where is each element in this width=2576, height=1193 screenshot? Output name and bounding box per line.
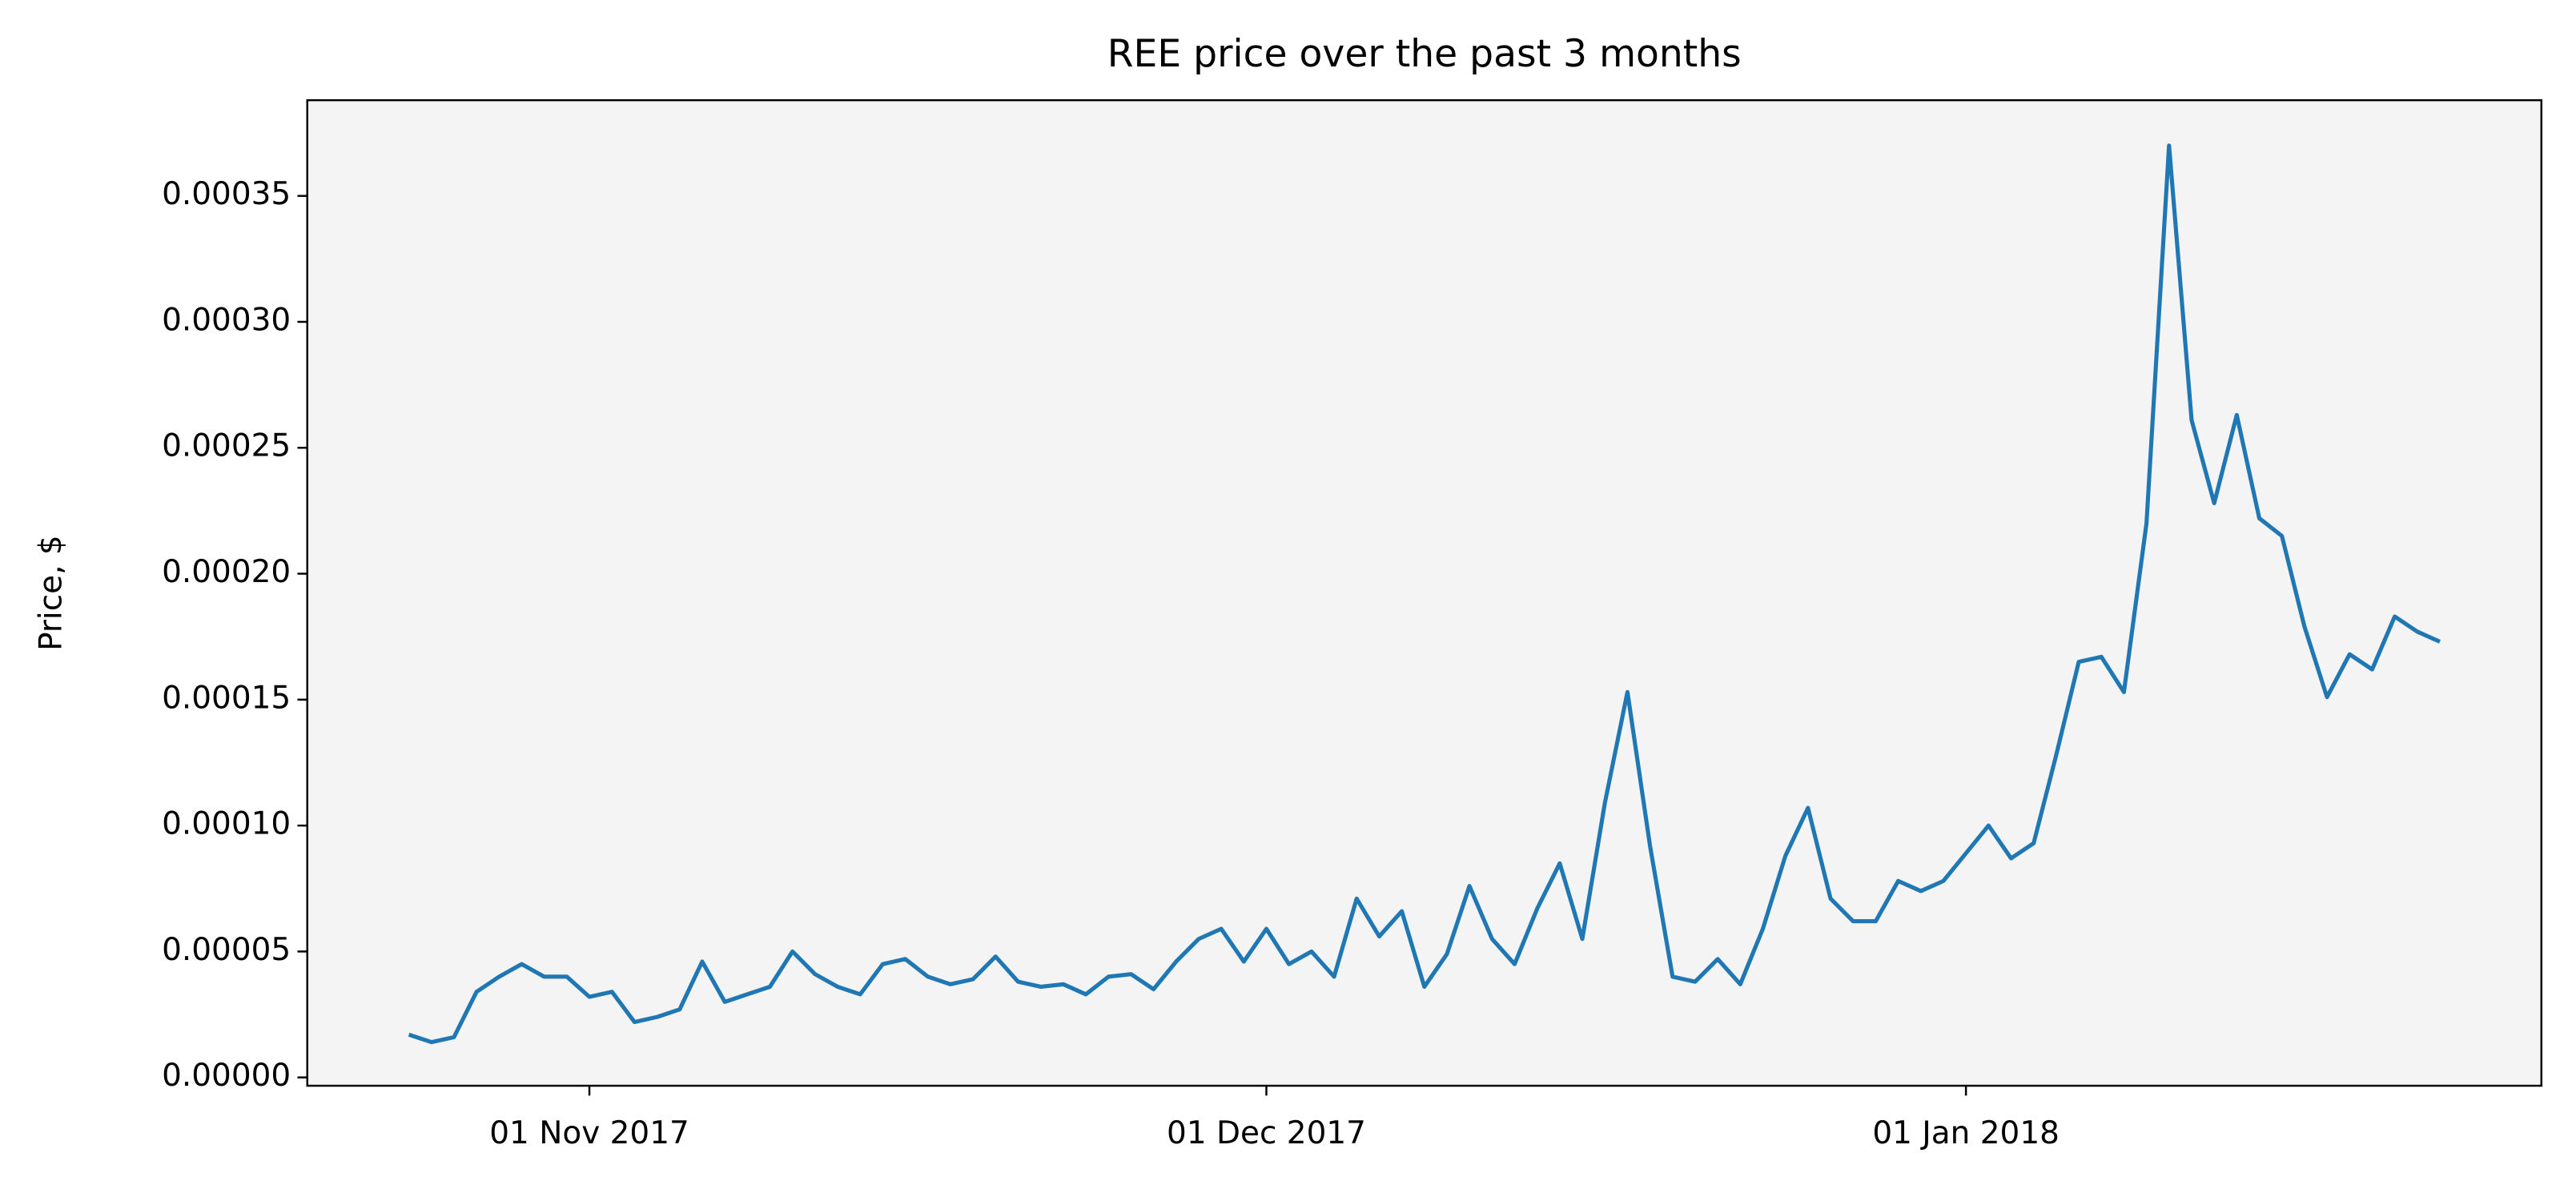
y-tick-label: 0.00035 <box>162 176 291 212</box>
chart-title: REE price over the past 3 months <box>1107 32 1742 76</box>
x-tick-label: 01 Dec 2017 <box>1167 1115 1366 1151</box>
x-tick-label: 01 Jan 2018 <box>1872 1115 2060 1151</box>
y-tick-label: 0.00025 <box>162 428 291 464</box>
plot-frame <box>306 98 2543 1087</box>
x-tick-label: 01 Nov 2017 <box>489 1115 689 1151</box>
y-tick-label: 0.00000 <box>162 1058 291 1094</box>
y-tick-label: 0.00030 <box>162 302 291 338</box>
y-axis-label: Price, $ <box>33 535 69 651</box>
y-tick-label: 0.00015 <box>162 680 291 716</box>
price-line <box>408 143 2441 1045</box>
y-tick-label: 0.00005 <box>162 932 291 968</box>
plot-background <box>307 100 2542 1087</box>
y-tick-label: 0.00020 <box>162 554 291 590</box>
y-tick-label: 0.00010 <box>162 806 291 842</box>
